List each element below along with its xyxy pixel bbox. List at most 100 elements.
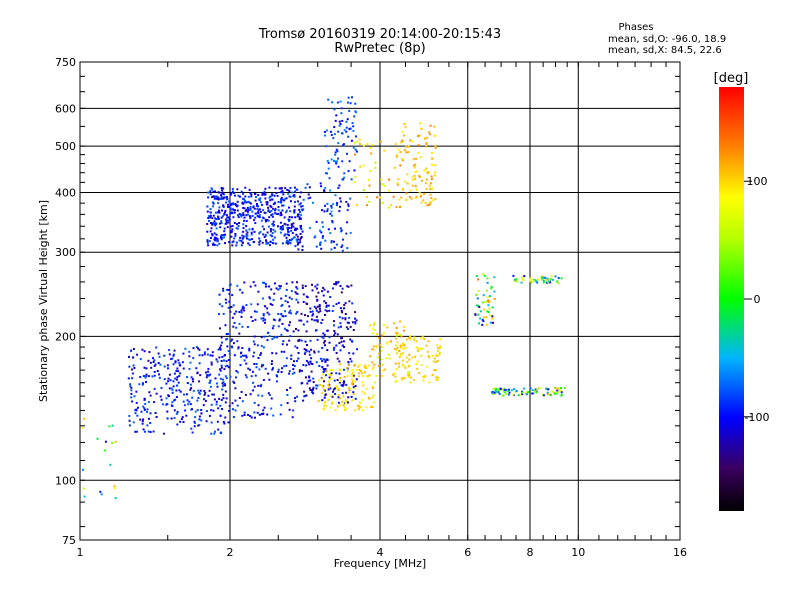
data-point [256,214,259,217]
data-point [335,148,338,151]
data-point [261,193,264,196]
data-point [404,346,407,349]
data-point [296,200,299,203]
data-point [394,362,397,365]
data-point [143,408,146,411]
data-point [354,317,356,320]
data-point [414,196,417,199]
data-point [302,301,305,303]
data-point [340,325,342,328]
data-point [359,165,362,168]
data-point [395,380,398,383]
data-point [418,134,421,137]
data-point [261,241,264,244]
data-point [175,369,178,372]
data-point [245,304,248,307]
data-point [213,197,216,200]
data-point [231,228,234,231]
data-point [320,231,323,234]
chart-title: Tromsø 20160319 20:14:00-20:15:43 [258,27,501,42]
data-point [223,230,226,233]
data-point [203,398,205,401]
data-point [357,407,360,410]
data-point [329,387,332,390]
data-point [222,378,224,381]
data-point [223,422,226,425]
data-point [269,234,272,237]
data-point [234,234,237,237]
data-point [434,378,437,381]
data-point [292,330,295,333]
data-point [329,296,332,298]
data-point [518,394,521,396]
data-point [488,295,491,298]
data-point [386,341,389,344]
data-point [406,371,409,374]
data-point [218,211,221,214]
data-point [347,170,350,172]
data-point [266,311,269,314]
data-point [229,225,232,228]
data-point [547,388,550,391]
data-point [214,217,217,220]
data-point [218,397,221,400]
data-point [428,356,431,359]
data-point [336,379,339,381]
data-point [345,200,348,203]
data-point [263,335,266,338]
data-point [295,359,298,362]
data-point [312,377,315,380]
data-point [128,355,130,358]
data-point [230,211,233,214]
data-point [412,179,415,181]
data-point [245,235,248,238]
data-point [393,166,396,169]
data-point [419,195,422,198]
data-point [205,376,208,379]
data-point [358,401,361,404]
data-point [322,235,324,238]
data-point [231,402,234,405]
data-point [243,411,246,414]
data-point [249,216,252,219]
data-point [235,227,238,230]
data-point [494,392,497,394]
data-point [292,222,295,225]
data-point [523,275,526,278]
data-point [341,119,344,122]
data-point [267,372,270,375]
data-point [177,381,180,384]
data-point [248,228,251,231]
data-point [399,205,401,208]
data-point [264,197,267,200]
data-point [217,217,220,220]
data-point [271,338,274,340]
data-point [219,348,222,351]
data-point [227,216,230,219]
data-point [263,211,266,214]
data-point [141,348,144,351]
data-point [244,186,247,189]
data-point [96,437,99,440]
data-point [163,365,166,368]
data-point [216,238,219,241]
data-point [217,191,220,194]
data-point [313,350,316,353]
data-point [413,174,416,177]
data-point [277,288,280,291]
data-point [344,402,347,405]
data-point [400,196,403,199]
data-point [171,401,174,404]
data-point [233,222,236,224]
data-point [475,293,478,296]
data-point [275,287,278,290]
data-point [176,376,179,379]
data-point [190,387,193,390]
data-point [368,179,370,181]
data-point [303,348,306,351]
data-point [490,287,493,290]
x-tick-label: 16 [673,546,687,559]
data-point [211,233,213,236]
data-point [366,195,368,198]
data-point [216,244,219,247]
